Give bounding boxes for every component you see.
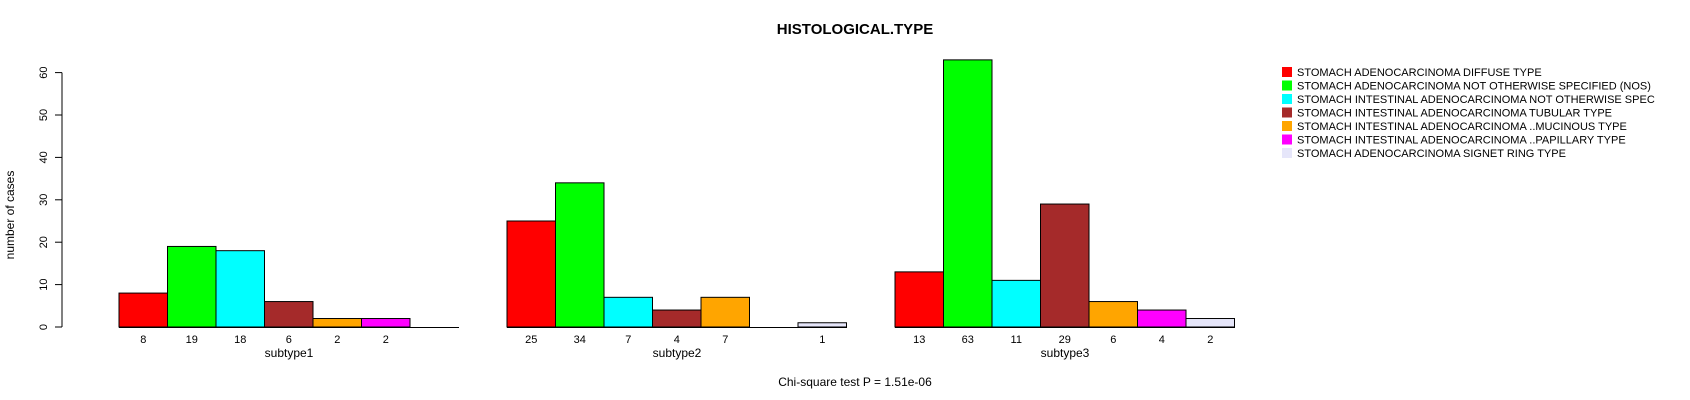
bar-value-label: 4 bbox=[1159, 334, 1165, 346]
bar-subtype1-1 bbox=[118, 292, 168, 328]
y-axis: 0 10 20 30 40 50 60 bbox=[38, 66, 63, 330]
bar-value-label: 6 bbox=[286, 334, 292, 346]
bar-value-label: 13 bbox=[913, 334, 925, 346]
group-label-subtype1: subtype1 bbox=[265, 346, 314, 360]
bar-value-label: 29 bbox=[1059, 334, 1071, 346]
bar-group-subtype3: 13 63 11 29 6 4 2 subtype3 bbox=[894, 59, 1235, 360]
bar-value-label: 2 bbox=[334, 334, 340, 346]
y-tick-label-20: 20 bbox=[38, 236, 50, 248]
chart-title: HISTOLOGICAL.TYPE bbox=[777, 21, 933, 38]
bar-subtype2-2 bbox=[555, 182, 605, 328]
bar-subtype1-2 bbox=[167, 245, 217, 328]
bar-value-label: 1 bbox=[819, 334, 825, 346]
bar-value-label: 4 bbox=[674, 334, 680, 346]
legend-swatch-7 bbox=[1282, 148, 1292, 158]
bar-subtype2-5 bbox=[700, 296, 750, 328]
bar-subtype1-4 bbox=[264, 301, 314, 328]
legend-entry-4: STOMACH INTESTINAL ADENOCARCINOMA TUBULA… bbox=[1297, 108, 1612, 120]
bar-subtype1-3 bbox=[215, 250, 265, 328]
bar-subtype3-4 bbox=[1040, 203, 1090, 328]
y-tick-label-50: 50 bbox=[38, 109, 50, 121]
legend-swatch-6 bbox=[1282, 134, 1292, 145]
legend-entry-3: STOMACH INTESTINAL ADENOCARCINOMA NOT OT… bbox=[1297, 94, 1655, 106]
legend-entry-1: STOMACH ADENOCARCINOMA DIFFUSE TYPE bbox=[1297, 67, 1542, 79]
bar-value-label: 19 bbox=[186, 334, 198, 346]
bar-value-label: 6 bbox=[1110, 334, 1116, 346]
bar-subtype3-2 bbox=[943, 59, 993, 328]
bar-subtype2-7 bbox=[797, 322, 847, 328]
bar-value-label: 63 bbox=[962, 334, 974, 346]
bar-value-label: 34 bbox=[574, 334, 586, 346]
bar-subtype3-5 bbox=[1088, 301, 1138, 328]
y-tick-label-10: 10 bbox=[38, 278, 50, 290]
legend-entry-5: STOMACH INTESTINAL ADENOCARCINOMA ..MUCI… bbox=[1297, 121, 1627, 133]
legend-swatch-2 bbox=[1282, 80, 1292, 91]
bar-value-label: 7 bbox=[625, 334, 631, 346]
legend-entry-6: STOMACH INTESTINAL ADENOCARCINOMA ..PAPI… bbox=[1297, 135, 1626, 147]
bar-groups: 8 19 18 6 2 2 subtype1 25 34 7 4 7 1 subtype2 13 63 11 29… bbox=[118, 59, 1235, 360]
bar-subtype1-6 bbox=[361, 318, 411, 328]
group-label-subtype2: subtype2 bbox=[653, 346, 702, 360]
bar-subtype2-1 bbox=[506, 220, 556, 328]
chi-square-footer: Chi-square test P = 1.51e-06 bbox=[778, 375, 932, 389]
legend-swatch-4 bbox=[1282, 107, 1292, 118]
legend-entry-7: STOMACH ADENOCARCINOMA SIGNET RING TYPE bbox=[1297, 148, 1566, 160]
legend-entry-2: STOMACH ADENOCARCINOMA NOT OTHERWISE SPE… bbox=[1297, 81, 1651, 93]
bar-subtype2-3 bbox=[603, 296, 653, 328]
bar-value-label: 11 bbox=[1011, 334, 1022, 346]
y-axis-label: number of cases bbox=[3, 171, 17, 260]
bar-group-subtype2: 25 34 7 4 7 1 subtype2 bbox=[506, 182, 847, 360]
y-tick-label-0: 0 bbox=[38, 324, 50, 330]
y-tick-label-60: 60 bbox=[38, 66, 50, 78]
bar-value-label: 18 bbox=[234, 334, 246, 346]
bar-value-label: 2 bbox=[1207, 334, 1213, 346]
legend: STOMACH ADENOCARCINOMA DIFFUSE TYPE STOMA… bbox=[1282, 67, 1655, 160]
bar-subtype3-7 bbox=[1185, 318, 1235, 328]
y-tick-label-30: 30 bbox=[38, 194, 50, 206]
legend-swatch-3 bbox=[1282, 94, 1292, 104]
group-label-subtype3: subtype3 bbox=[1041, 346, 1090, 360]
legend-swatch-5 bbox=[1282, 121, 1292, 131]
bar-subtype2-4 bbox=[652, 309, 702, 328]
bar-value-label: 2 bbox=[383, 334, 389, 346]
y-tick-label-40: 40 bbox=[38, 151, 50, 163]
bar-value-label: 7 bbox=[722, 334, 728, 346]
bar-subtype3-6 bbox=[1137, 309, 1187, 328]
bar-subtype3-3 bbox=[991, 279, 1041, 328]
bar-value-label: 25 bbox=[525, 334, 537, 346]
bar-subtype1-5 bbox=[312, 318, 362, 328]
legend-swatch-1 bbox=[1282, 67, 1292, 77]
bar-group-subtype1: 8 19 18 6 2 2 subtype1 bbox=[118, 245, 459, 360]
bar-value-label: 8 bbox=[140, 334, 146, 346]
bar-subtype3-1 bbox=[894, 271, 944, 328]
